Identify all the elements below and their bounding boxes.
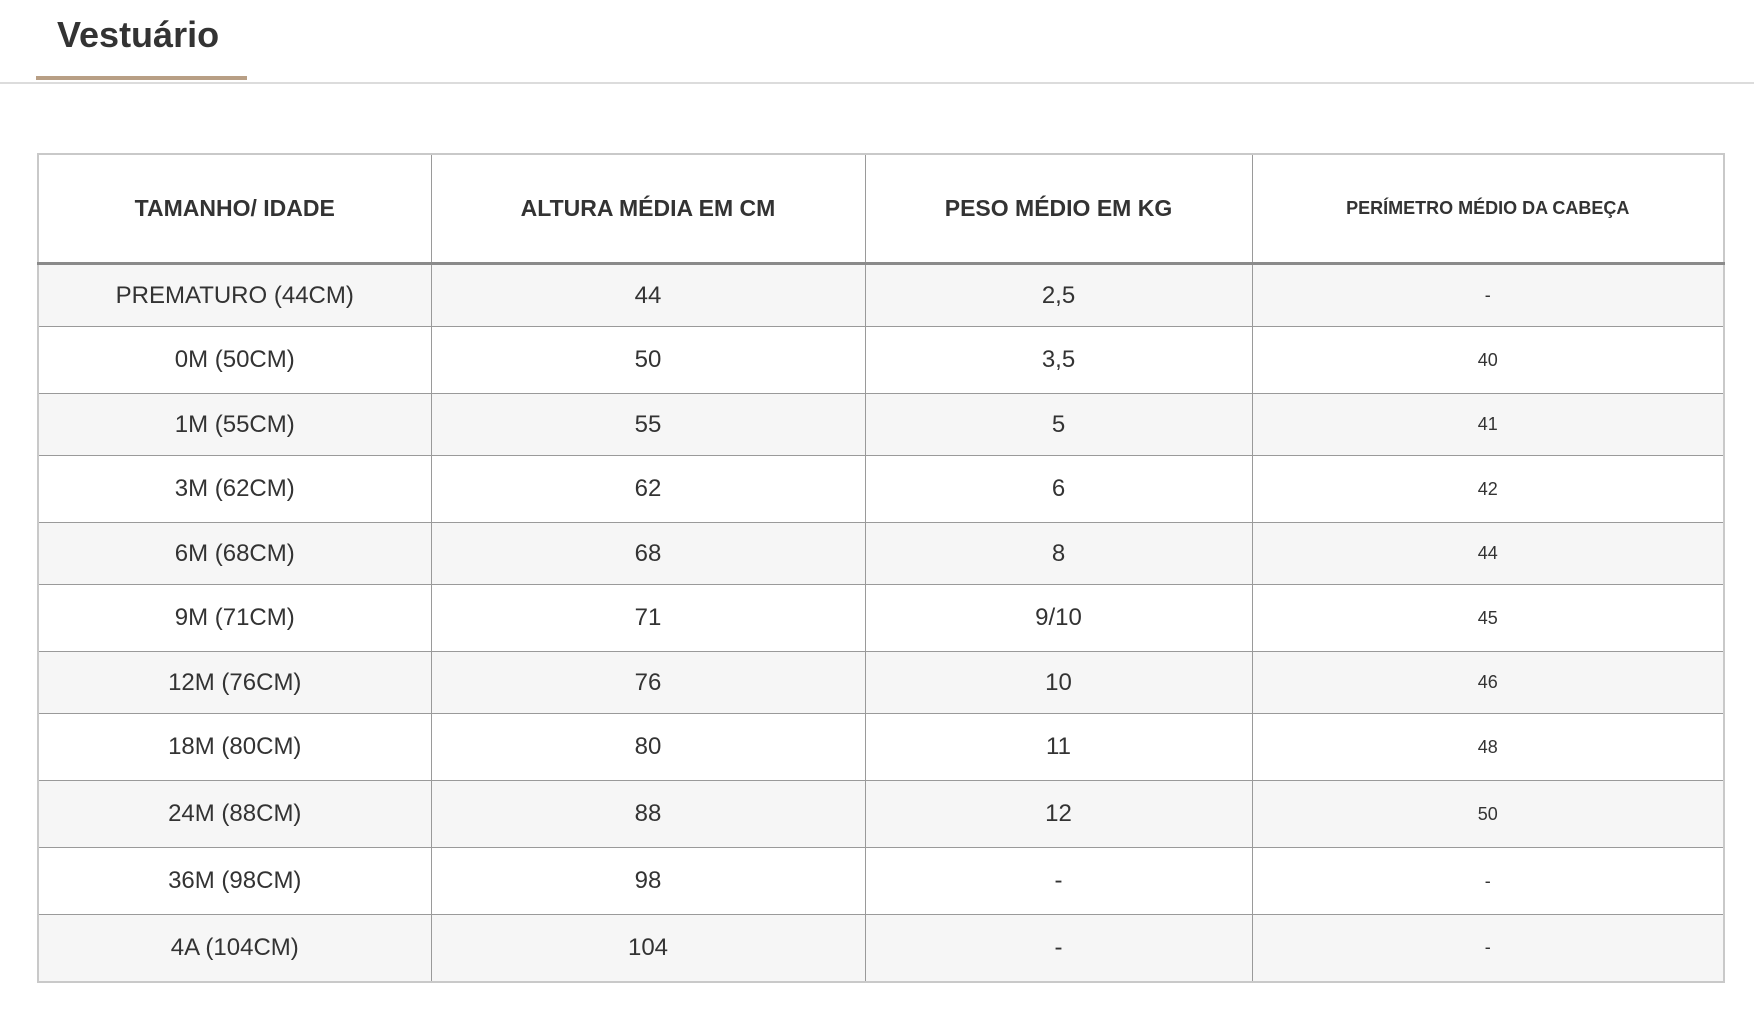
cell-size: 4A (104CM)	[37, 914, 432, 982]
cell-size: 3M (62CM)	[37, 455, 432, 523]
header-weight: PESO MÉDIO EM KG	[864, 153, 1253, 265]
cell-size: 9M (71CM)	[37, 584, 432, 652]
cell-height: 44	[430, 263, 866, 327]
cell-head: 46	[1251, 651, 1725, 714]
cell-size: 6M (68CM)	[37, 522, 432, 585]
cell-size: 18M (80CM)	[37, 713, 432, 781]
cell-height: 71	[430, 584, 866, 652]
header-height: ALTURA MÉDIA EM CM	[430, 153, 866, 265]
cell-size: 12M (76CM)	[37, 651, 432, 714]
table-header-row: TAMANHO/ IDADE ALTURA MÉDIA EM CM PESO M…	[37, 153, 1725, 265]
tab-bar: Vestuário	[0, 0, 1754, 84]
cell-size: PREMATURO (44CM)	[37, 263, 432, 327]
cell-height: 104	[430, 914, 866, 982]
cell-weight: 8	[864, 522, 1253, 585]
cell-height: 98	[430, 847, 866, 915]
cell-head: -	[1251, 914, 1725, 982]
cell-weight: 3,5	[864, 326, 1253, 394]
table-row: 4A (104CM) 104- -	[37, 914, 1725, 982]
cell-weight: 2,5	[864, 263, 1253, 327]
cell-size: 36M (98CM)	[37, 847, 432, 915]
table-row: 36M (98CM) 98- -	[37, 847, 1725, 915]
cell-weight: 5	[864, 393, 1253, 456]
table-row: 18M (80CM) 80 11 48	[37, 713, 1725, 781]
size-table: TAMANHO/ IDADE ALTURA MÉDIA EM CM PESO M…	[37, 153, 1725, 983]
cell-height: 62	[430, 455, 866, 523]
cell-head: 50	[1251, 780, 1725, 848]
tab-label: Vestuário	[57, 14, 220, 55]
cell-height: 55	[430, 393, 866, 456]
cell-height: 50	[430, 326, 866, 394]
cell-size: 24M (88CM)	[37, 780, 432, 848]
cell-weight: 10	[864, 651, 1253, 714]
table-row: 6M (68CM) 68 8 44	[37, 522, 1725, 585]
header-size: TAMANHO/ IDADE	[37, 153, 432, 265]
cell-head: 40	[1251, 326, 1725, 394]
cell-head: 45	[1251, 584, 1725, 652]
header-head: PERÍMETRO MÉDIO DA CABEÇA	[1251, 153, 1725, 265]
cell-head: 41	[1251, 393, 1725, 456]
cell-weight: 11	[864, 713, 1253, 781]
table-row: PREMATURO (44CM) 44 2,5-	[37, 263, 1725, 327]
table-row: 9M (71CM) 71 9/10 45	[37, 584, 1725, 652]
table-row: 0M (50CM) 50 3,5 40	[37, 326, 1725, 394]
cell-head: 48	[1251, 713, 1725, 781]
cell-weight: 12	[864, 780, 1253, 848]
table-row: 24M (88CM) 88 12 50	[37, 780, 1725, 848]
table-row: 3M (62CM) 62 6 42	[37, 455, 1725, 523]
cell-height: 68	[430, 522, 866, 585]
cell-height: 76	[430, 651, 866, 714]
cell-size: 1M (55CM)	[37, 393, 432, 456]
cell-size: 0M (50CM)	[37, 326, 432, 394]
cell-head: 44	[1251, 522, 1725, 585]
cell-weight: 6	[864, 455, 1253, 523]
cell-head: -	[1251, 847, 1725, 915]
cell-head: -	[1251, 263, 1725, 327]
cell-height: 80	[430, 713, 866, 781]
cell-height: 88	[430, 780, 866, 848]
cell-head: 42	[1251, 455, 1725, 523]
table-row: 1M (55CM) 55 5 41	[37, 393, 1725, 456]
cell-weight: 9/10	[864, 584, 1253, 652]
tab-vestuario[interactable]: Vestuário	[36, 0, 247, 80]
cell-weight: -	[864, 914, 1253, 982]
table-row: 12M (76CM) 76 10 46	[37, 651, 1725, 714]
cell-weight: -	[864, 847, 1253, 915]
